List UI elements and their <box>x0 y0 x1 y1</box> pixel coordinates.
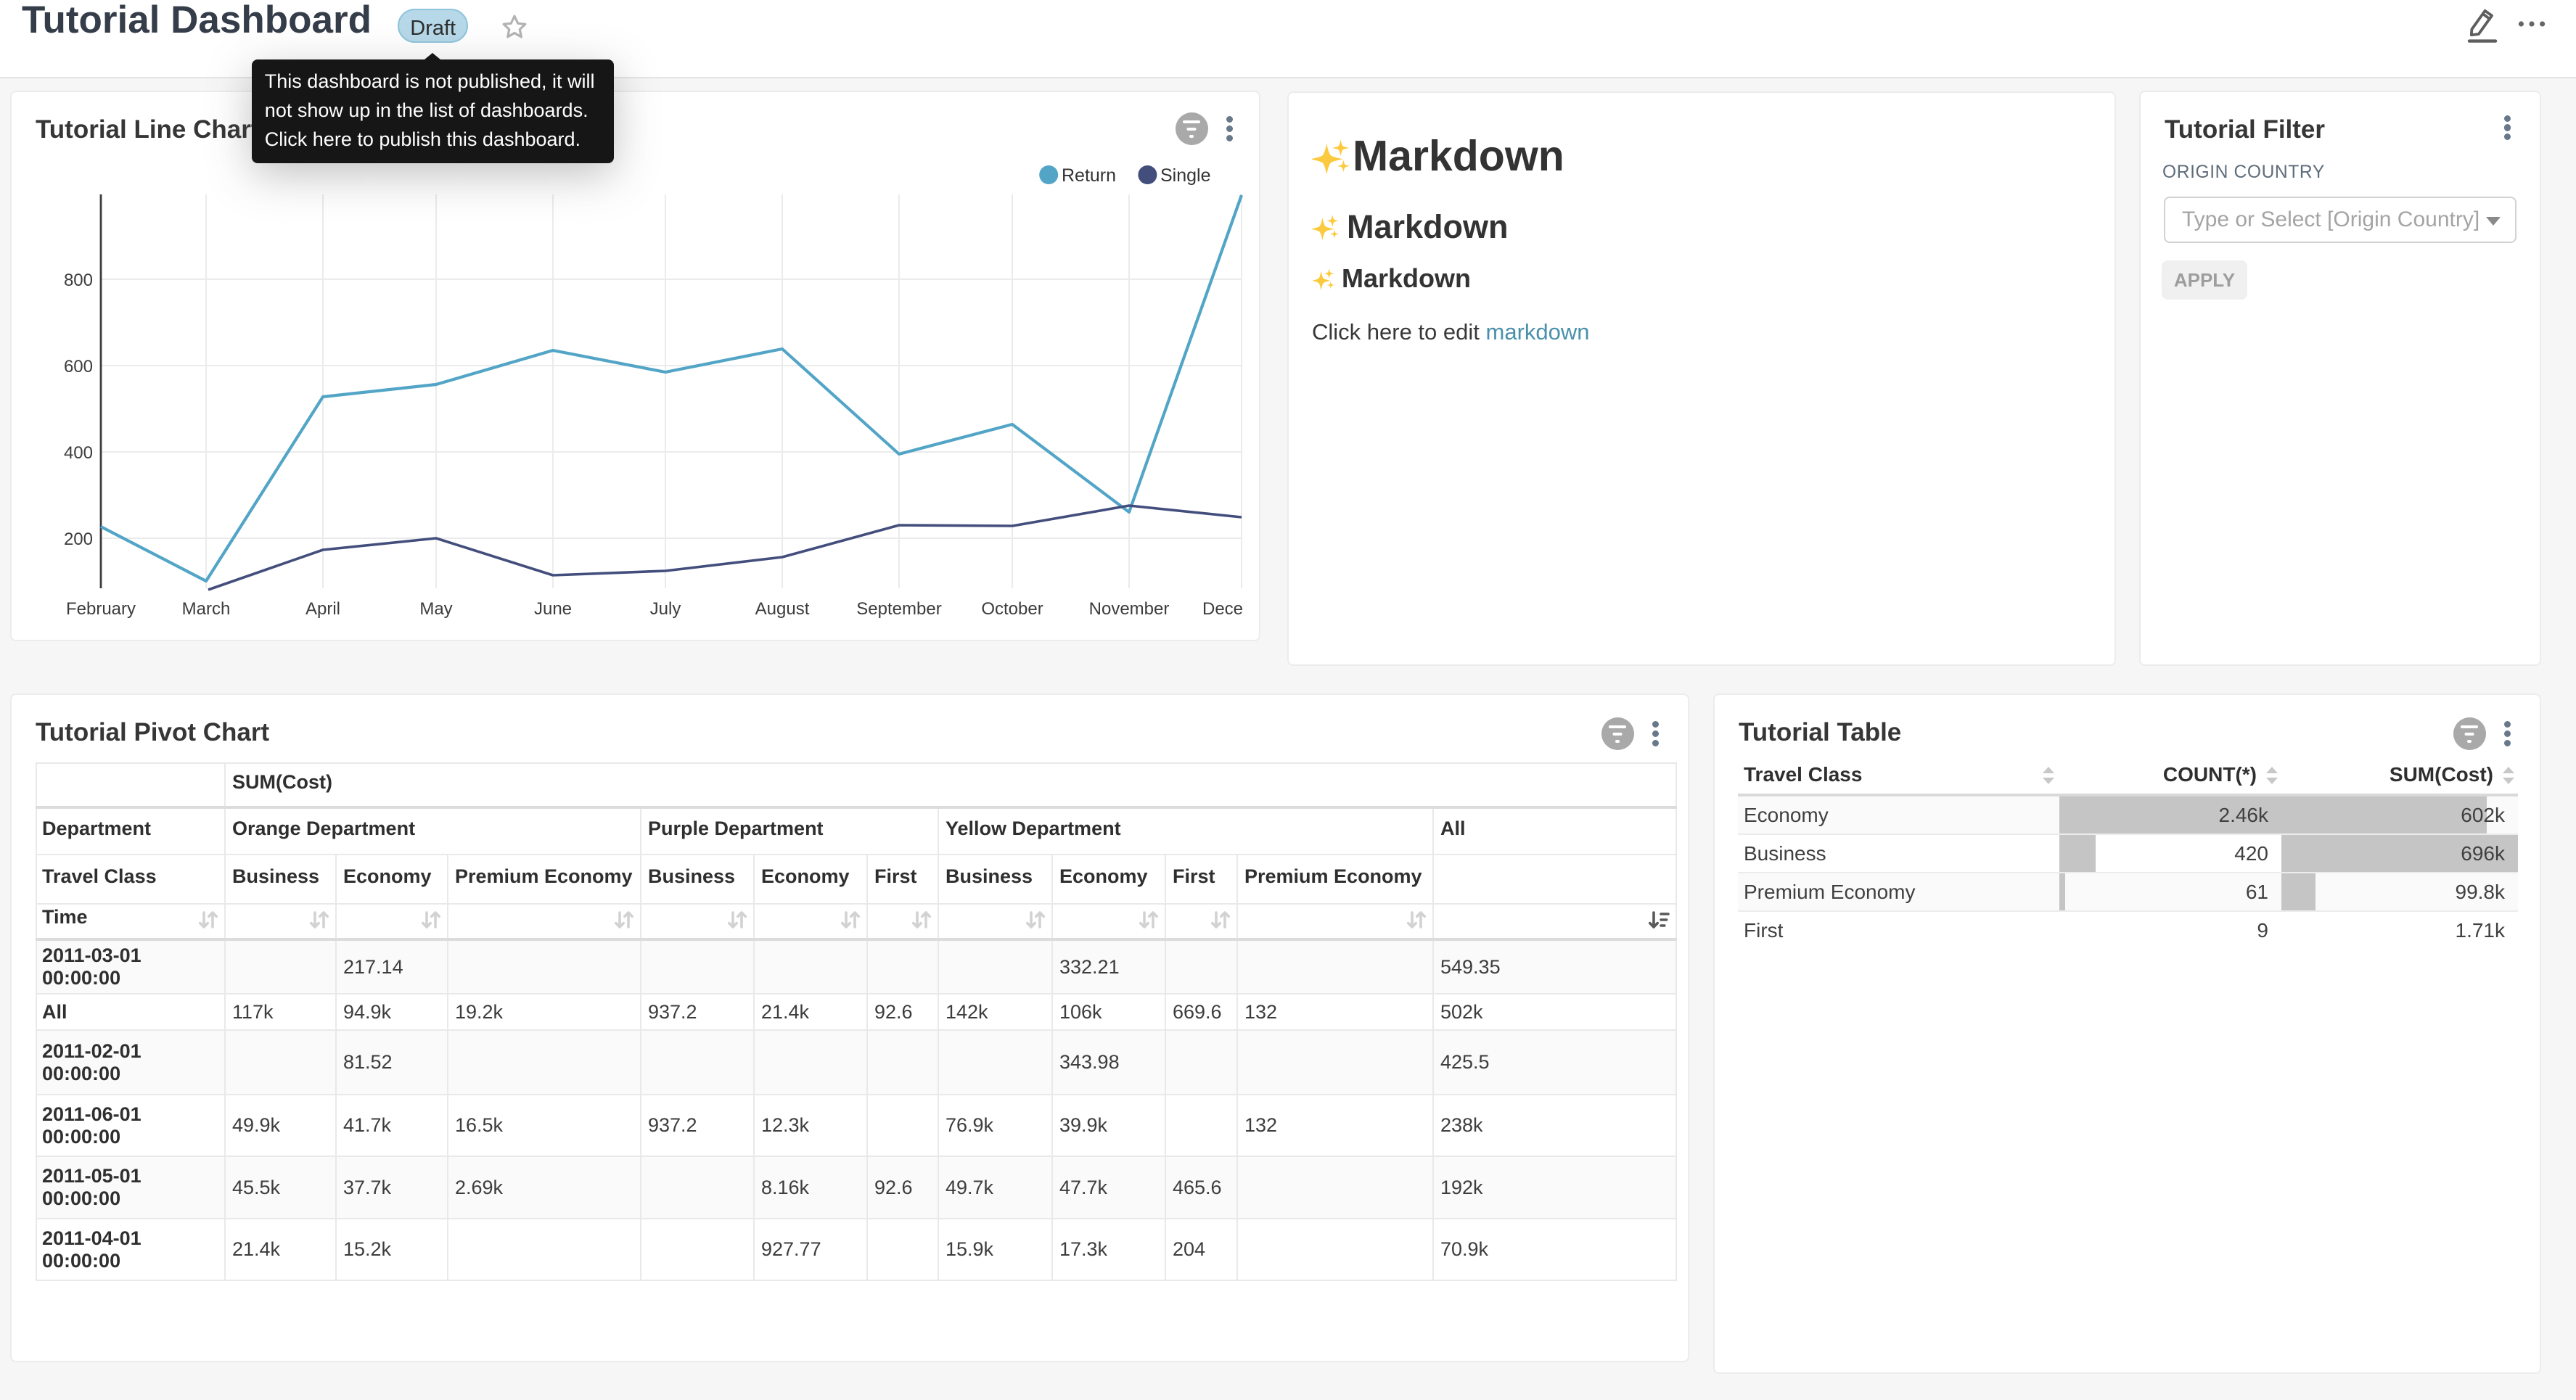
svg-text:200: 200 <box>64 530 93 549</box>
svg-text:March: March <box>182 599 231 619</box>
svg-text:July: July <box>650 599 681 619</box>
svg-text:October: October <box>981 599 1043 619</box>
svg-text:April: April <box>305 599 340 619</box>
svg-text:Dece: Dece <box>1202 599 1243 619</box>
svg-text:400: 400 <box>64 443 93 463</box>
svg-text:Return: Return <box>1062 165 1116 186</box>
svg-text:May: May <box>419 599 452 619</box>
svg-text:November: November <box>1089 599 1170 619</box>
svg-text:August: August <box>755 599 810 619</box>
svg-text:September: September <box>856 599 941 619</box>
svg-text:February: February <box>66 599 136 619</box>
svg-text:600: 600 <box>64 357 93 376</box>
svg-text:June: June <box>534 599 572 619</box>
svg-text:Single: Single <box>1160 165 1211 186</box>
svg-text:800: 800 <box>64 271 93 290</box>
